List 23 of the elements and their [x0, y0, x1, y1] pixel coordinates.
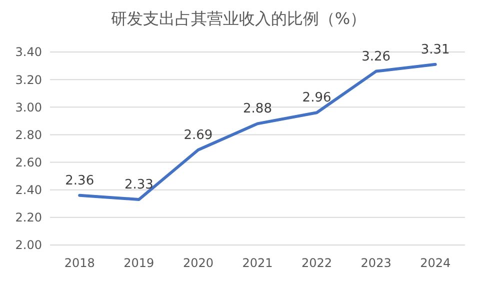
y-tick-label: 2.20: [15, 210, 42, 225]
y-tick-label: 2.80: [15, 128, 42, 142]
x-tick-label: 2022: [302, 256, 332, 270]
x-tick-label: 2019: [124, 256, 154, 270]
x-tick-label: 2024: [420, 256, 451, 270]
data-label: 3.31: [420, 42, 450, 58]
y-tick-label: 2.60: [15, 155, 42, 170]
x-tick-label: 2018: [64, 256, 95, 270]
data-label: 2.69: [184, 128, 213, 143]
data-label: 2.36: [65, 173, 94, 188]
y-tick-label: 2.40: [15, 183, 42, 198]
y-tick-label: 3.00: [15, 100, 42, 114]
y-tick-label: 3.40: [15, 45, 42, 60]
data-label: 2.33: [124, 178, 154, 193]
chart-title: 研发支出占其营业收入的比例（%）: [110, 9, 366, 28]
x-tick-label: 2020: [182, 256, 214, 270]
data-label: 3.26: [362, 49, 391, 64]
y-tick-label: 2.00: [15, 238, 42, 252]
data-label: 2.88: [243, 102, 272, 117]
x-tick-label: 2023: [360, 256, 392, 270]
data-label: 2.96: [302, 90, 332, 106]
x-tick-label: 2021: [242, 256, 273, 270]
y-tick-label: 3.20: [15, 72, 42, 87]
